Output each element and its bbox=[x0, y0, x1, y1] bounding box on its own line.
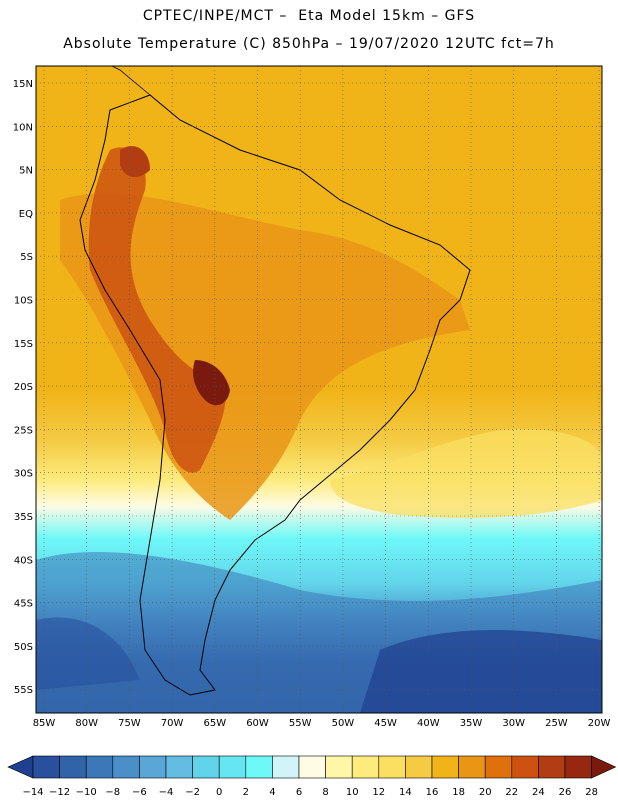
colorbar-label: 8 bbox=[322, 787, 328, 798]
continent-outline bbox=[79, 94, 471, 696]
colorbar-swatch bbox=[511, 755, 539, 779]
lat-label: 55S bbox=[14, 685, 33, 696]
lon-label: 25W bbox=[545, 718, 568, 729]
colorbar-max-arrow bbox=[591, 755, 617, 779]
colorbar-swatch bbox=[192, 755, 220, 779]
colorbar-swatch bbox=[218, 755, 247, 779]
colorbar-swatch bbox=[59, 755, 87, 779]
lat-label: 25S bbox=[14, 425, 33, 436]
colorbar-swatch bbox=[165, 755, 193, 779]
colorbar-label: 12 bbox=[372, 787, 385, 798]
lat-label: 50S bbox=[14, 642, 33, 653]
colorbar-swatch bbox=[484, 755, 513, 779]
colorbar-label: 22 bbox=[505, 787, 518, 798]
colorbar-min-arrow bbox=[7, 755, 34, 779]
colorbar-swatch bbox=[431, 755, 459, 779]
colorbar-swatch bbox=[325, 755, 353, 779]
lon-label: 55W bbox=[289, 718, 312, 729]
colorbar-swatch bbox=[32, 755, 60, 779]
lat-label: 30S bbox=[14, 469, 33, 480]
colorbar-label: 24 bbox=[532, 787, 545, 798]
lat-label: EQ bbox=[19, 209, 33, 220]
colorbar-label: −8 bbox=[105, 787, 120, 798]
temperature-field bbox=[36, 66, 602, 713]
map-subtitle: Absolute Temperature (C) 850hPa – 19/07/… bbox=[63, 36, 555, 52]
lat-label: 5N bbox=[19, 166, 33, 177]
colorbar-label: −14 bbox=[22, 787, 43, 798]
colorbar-label: 10 bbox=[346, 787, 359, 798]
lat-label: 35S bbox=[14, 512, 33, 523]
lat-label: 15S bbox=[14, 339, 33, 350]
central-america-outline bbox=[111, 66, 151, 96]
map-frame bbox=[35, 65, 603, 714]
colorbar-label: 4 bbox=[269, 787, 275, 798]
lat-label: 20S bbox=[14, 382, 33, 393]
colorbar-label: −10 bbox=[76, 787, 97, 798]
colorbar-swatch bbox=[139, 755, 167, 779]
colorbar-label: 16 bbox=[426, 787, 439, 798]
colorbar-label: 6 bbox=[296, 787, 302, 798]
colorbar-label: 14 bbox=[399, 787, 412, 798]
colorbar-swatch bbox=[538, 755, 566, 779]
colorbar-label: 28 bbox=[585, 787, 598, 798]
lon-label: 20W bbox=[588, 718, 611, 729]
colorbar-label: 26 bbox=[559, 787, 572, 798]
colorbar-swatch bbox=[298, 755, 326, 779]
colorbar-label: 18 bbox=[452, 787, 465, 798]
colorbar-swatch bbox=[112, 755, 140, 779]
lon-label: 70W bbox=[161, 718, 184, 729]
colorbar-swatch bbox=[458, 755, 486, 779]
map-title: CPTEC/INPE/MCT – Eta Model 15km – GFS bbox=[142, 8, 476, 24]
colorbar-swatch bbox=[378, 755, 406, 779]
lon-label: 65W bbox=[203, 718, 226, 729]
colorbar-swatch bbox=[351, 755, 380, 779]
lat-label: 40S bbox=[14, 555, 33, 566]
lon-label: 35W bbox=[460, 718, 483, 729]
longitude-labels: 85W 80W 75W 70W 65W 60W 55W 50W 45W 40W 35W 30W 25W 2… bbox=[33, 718, 611, 729]
colorbar-swatch bbox=[564, 755, 592, 779]
colorbar-labels: −14 −12 −10 −8 −6 −4 −2 0 2 4 6 8 10 12 14 16 18 20 22 24 26… bbox=[22, 787, 598, 798]
colorbar-label: −2 bbox=[185, 787, 200, 798]
lon-label: 80W bbox=[75, 718, 98, 729]
colorbar-label: −6 bbox=[132, 787, 147, 798]
lat-label: 45S bbox=[14, 599, 33, 610]
lon-label: 60W bbox=[246, 718, 269, 729]
lon-label: 75W bbox=[118, 718, 141, 729]
colorbar-label: 0 bbox=[216, 787, 222, 798]
colorbar-swatch bbox=[245, 755, 273, 779]
colorbar-swatch bbox=[405, 755, 433, 779]
colorbar-label: 20 bbox=[479, 787, 492, 798]
colorbar-label: −4 bbox=[159, 787, 174, 798]
latitude-labels: 15N 10N 5N EQ 5S 10S 15S 20S 25S 30S 35S 40S 45S 50S 5… bbox=[13, 79, 33, 696]
colorbar-swatch bbox=[272, 755, 300, 779]
lat-label: 10N bbox=[13, 122, 33, 133]
lon-label: 85W bbox=[33, 718, 56, 729]
colorbar bbox=[7, 755, 617, 779]
colorbar-label: 2 bbox=[243, 787, 249, 798]
lon-label: 45W bbox=[374, 718, 397, 729]
lat-label: 15N bbox=[13, 79, 33, 90]
colorbar-label: −12 bbox=[49, 787, 70, 798]
lat-label: 10S bbox=[14, 296, 33, 307]
lat-label: 5S bbox=[20, 252, 33, 263]
lon-label: 40W bbox=[417, 718, 440, 729]
lon-label: 50W bbox=[332, 718, 355, 729]
lon-label: 30W bbox=[502, 718, 525, 729]
colorbar-swatch bbox=[85, 755, 114, 779]
